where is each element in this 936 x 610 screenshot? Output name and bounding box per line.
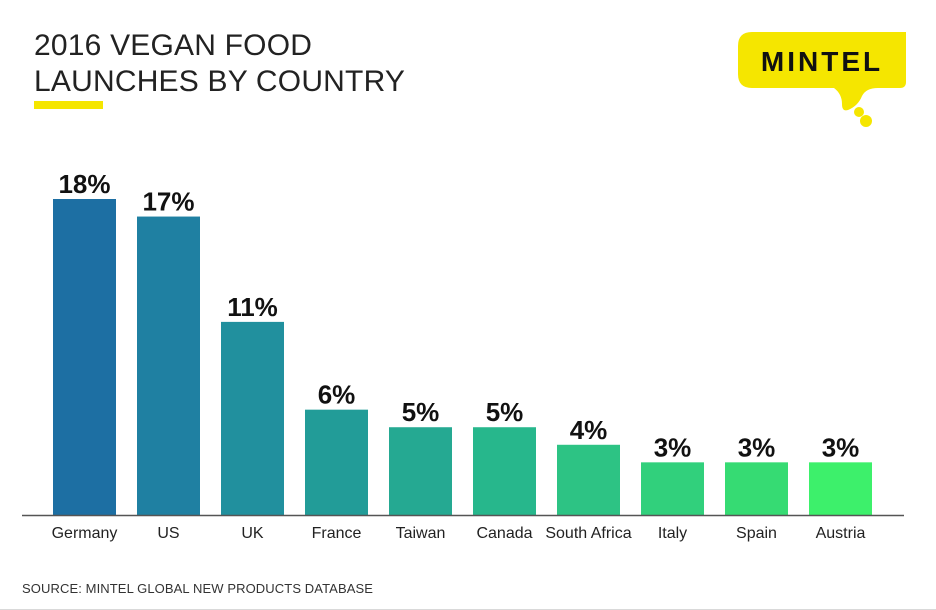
bar-italy: [641, 462, 704, 515]
value-label: 11%: [227, 292, 278, 322]
value-label: 5%: [402, 397, 440, 427]
bar-chart: 18% 17% 11% 6% 5% 5% 4% 3% 3% 3% Germany US UK Franc…: [22, 169, 904, 542]
bar-us: [137, 216, 200, 516]
category-label: Italy: [658, 525, 687, 542]
title-line-2: LAUNCHES BY COUNTRY: [34, 65, 406, 98]
value-label: 3%: [738, 432, 776, 462]
category-label: Taiwan: [396, 525, 446, 542]
bar-spain: [725, 462, 788, 515]
source-note: SOURCE: MINTEL GLOBAL NEW PRODUCTS DATAB…: [22, 581, 374, 596]
category-label: Austria: [816, 525, 866, 542]
title-underline: [34, 101, 103, 109]
logo-bubble: [738, 32, 906, 127]
bar-canada: [473, 427, 536, 515]
bar-uk: [221, 321, 284, 515]
category-label: Germany: [52, 525, 118, 542]
bar-south-africa: [557, 444, 620, 515]
category-labels-group: Germany US UK France Taiwan Canada South Afric…: [52, 525, 866, 542]
value-label: 17%: [142, 187, 194, 217]
logo-text: MINTEL: [761, 46, 883, 77]
value-label: 3%: [822, 432, 860, 462]
value-label: 6%: [318, 380, 356, 410]
category-label: UK: [241, 525, 264, 542]
category-label: US: [157, 525, 179, 542]
value-labels-group: 18% 17% 11% 6% 5% 5% 4% 3% 3% 3%: [58, 169, 859, 462]
value-label: 4%: [570, 415, 608, 445]
category-label: Spain: [736, 525, 777, 542]
value-label: 5%: [486, 397, 524, 427]
value-label: 3%: [654, 432, 692, 462]
category-label: South Africa: [545, 525, 631, 542]
bar-austria: [809, 462, 872, 515]
chart-title: 2016 VEGAN FOOD LAUNCHES BY COUNTRY: [34, 28, 405, 100]
title-line-1: 2016 VEGAN FOOD: [34, 29, 313, 62]
mintel-logo: MINTEL: [738, 32, 906, 127]
value-label: 18%: [58, 169, 110, 199]
bar-france: [305, 409, 368, 515]
category-label: Canada: [476, 525, 532, 542]
bars-group: [53, 199, 872, 516]
bar-germany: [53, 199, 116, 515]
category-label: France: [312, 525, 362, 542]
bar-taiwan: [389, 427, 452, 515]
